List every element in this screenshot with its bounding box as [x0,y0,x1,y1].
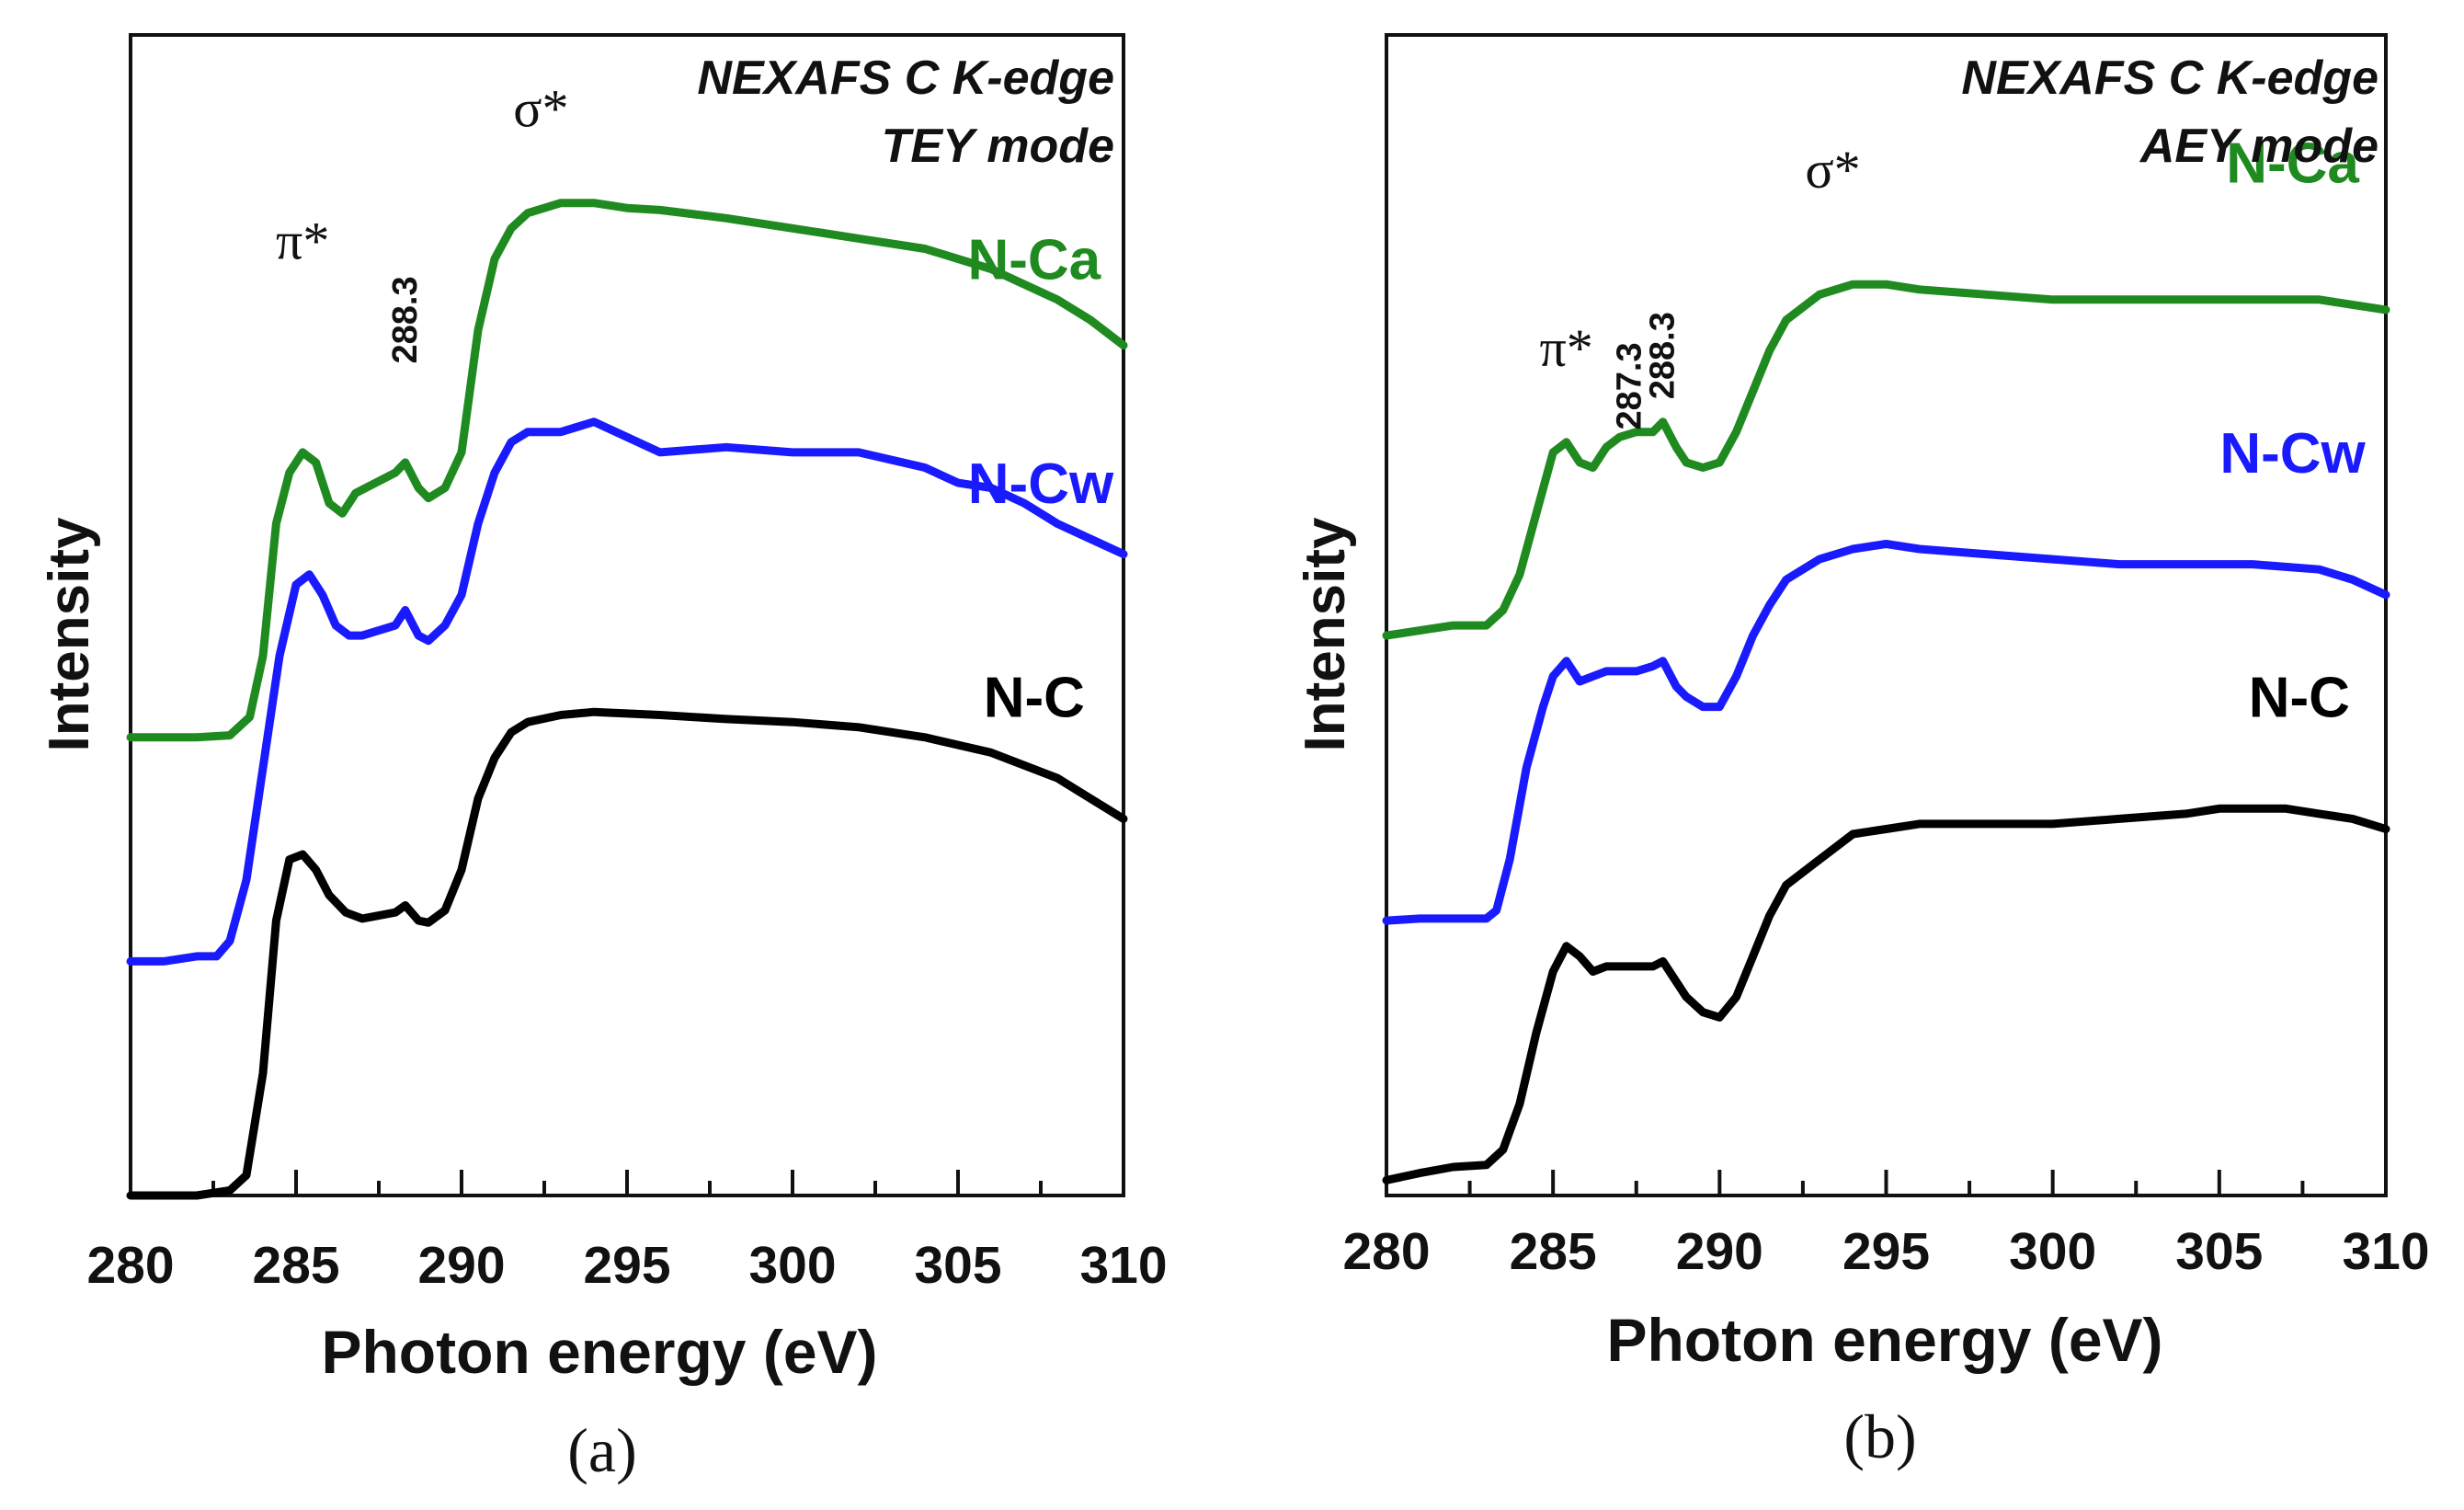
series-line-n-ca [126,199,1128,742]
x-axis-label: Photon energy (eV) [1606,1306,2162,1374]
x-tick-label: 300 [748,1236,836,1295]
ticks [129,1170,1125,1195]
panel-label: (a) [567,1415,636,1485]
sigma-star-label: σ* [513,79,568,139]
x-tick-label: 290 [1676,1222,1763,1281]
series-layer: N-Ca N-Cw N-C [126,199,1128,1200]
panel-label: (b) [1843,1401,1916,1471]
info-line-1: NEXAFS C K-edge [697,51,1114,105]
x-tick-label: 310 [2342,1222,2429,1281]
tick-labels: 280 285 290 295 300 305 310 [86,1236,1167,1295]
info-line-2: AEY mode [2139,120,2378,173]
x-tick-label: 295 [583,1236,670,1295]
series-label-n-c: N-C [2249,667,2350,730]
x-tick-label: 280 [86,1236,174,1295]
tick-labels: 280 285 290 295 300 305 310 [1342,1222,2429,1281]
series-label-n-ca: N-Ca [967,229,1101,292]
series-label-n-ca: N-Ca [2226,132,2359,196]
series-line-n-cw [126,418,1128,966]
series-line-n-c [1382,804,2390,1184]
pi-star-label: π* [276,212,329,271]
series-label-n-cw: N-Cw [968,452,1114,516]
x-tick-label: 310 [1079,1236,1167,1295]
peak-value-label: 288.3 [1644,312,1683,399]
peak-value-label: 288.3 [386,276,425,363]
series-line-n-cw [1382,540,2390,925]
x-tick-label: 280 [1342,1222,1430,1281]
pi-star-label: π* [1540,318,1593,378]
x-tick-label: 300 [2009,1222,2096,1281]
series-line-n-c [126,707,1128,1200]
info-line-1: NEXAFS C K-edge [1961,51,2378,105]
x-tick-label: 305 [2175,1222,2263,1281]
series-label-n-c: N-C [984,667,1085,730]
series-line-n-ca [1382,280,2390,640]
x-tick-label: 295 [1842,1222,1930,1281]
series-label-n-cw: N-Cw [2219,422,2366,486]
x-axis-label: Photon energy (eV) [321,1318,877,1386]
annotation-layer: π* 288.3 σ* [276,79,568,364]
x-tick-label: 290 [417,1236,505,1295]
panel-a: 280 285 290 295 300 305 310 N-Ca N-Cw N-C π* 288.… [38,33,1168,1485]
x-tick-label: 285 [252,1236,339,1295]
y-axis-label: Intensity [1294,517,1357,751]
x-tick-label: 305 [914,1236,1001,1295]
sigma-star-label: σ* [1805,140,1860,200]
series-layer: N-Ca N-Cw N-C [1382,132,2390,1184]
peak-value-label: 287.3 [1611,342,1649,429]
ticks [1385,1170,2388,1195]
x-tick-label: 285 [1510,1222,1597,1281]
info-line-2: TEY mode [882,120,1114,173]
panel-b: 280 285 290 295 300 305 310 N-Ca N-Cw N-C π* 287.… [1294,33,2430,1471]
y-axis-label: Intensity [38,517,101,751]
